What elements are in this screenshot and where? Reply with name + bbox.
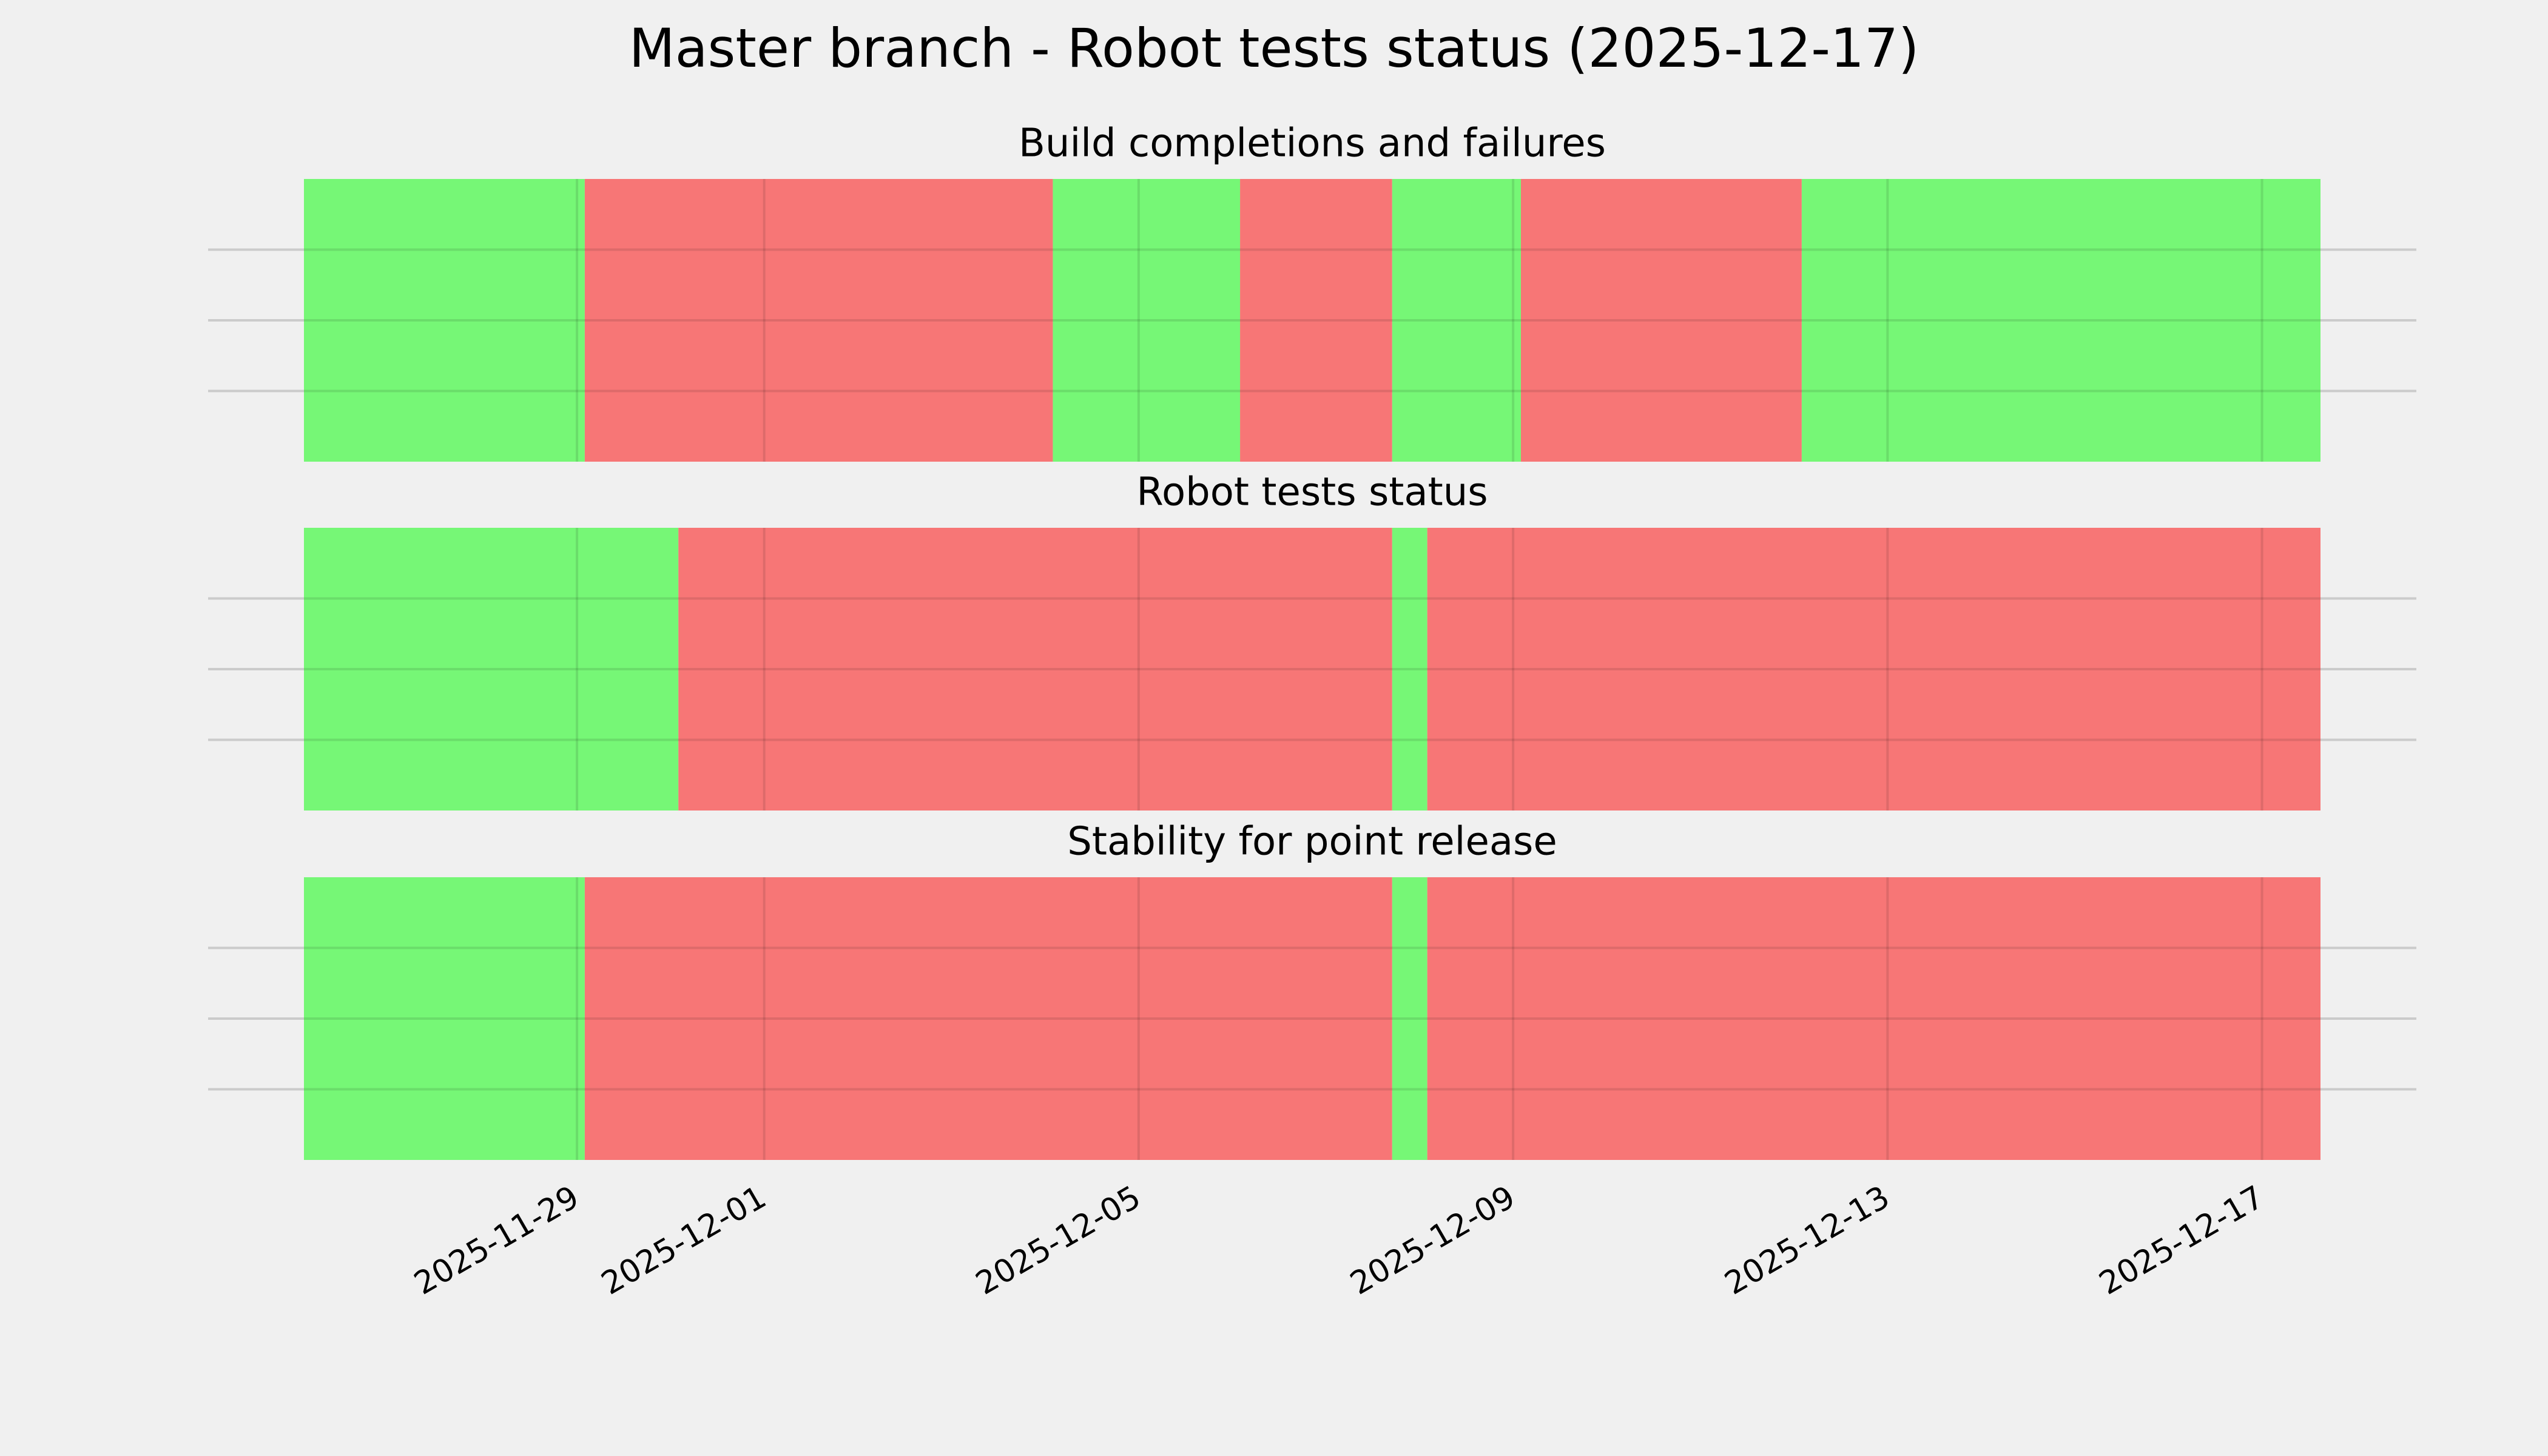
status-span: [1520, 179, 1802, 462]
status-span: [304, 877, 585, 1160]
status-span: [1392, 179, 1521, 462]
status-span: [1427, 528, 2320, 811]
status-span: [1392, 877, 1427, 1160]
status-span: [304, 528, 679, 811]
status-span: [678, 528, 1392, 811]
panel-title: Build completions and failures: [1019, 121, 1606, 166]
status-span: [1801, 179, 2320, 462]
panel-title: Robot tests status: [1136, 470, 1488, 515]
status-span: [1427, 877, 2320, 1160]
status-span: [1240, 179, 1392, 462]
status-span: [304, 179, 585, 462]
panel-title: Stability for point release: [1067, 820, 1557, 864]
status-span: [584, 179, 1053, 462]
status-span: [1053, 179, 1241, 462]
status-span: [1392, 528, 1427, 811]
status-span: [584, 877, 1392, 1160]
chart-title: Master branch - Robot tests status (2025…: [629, 17, 1919, 79]
